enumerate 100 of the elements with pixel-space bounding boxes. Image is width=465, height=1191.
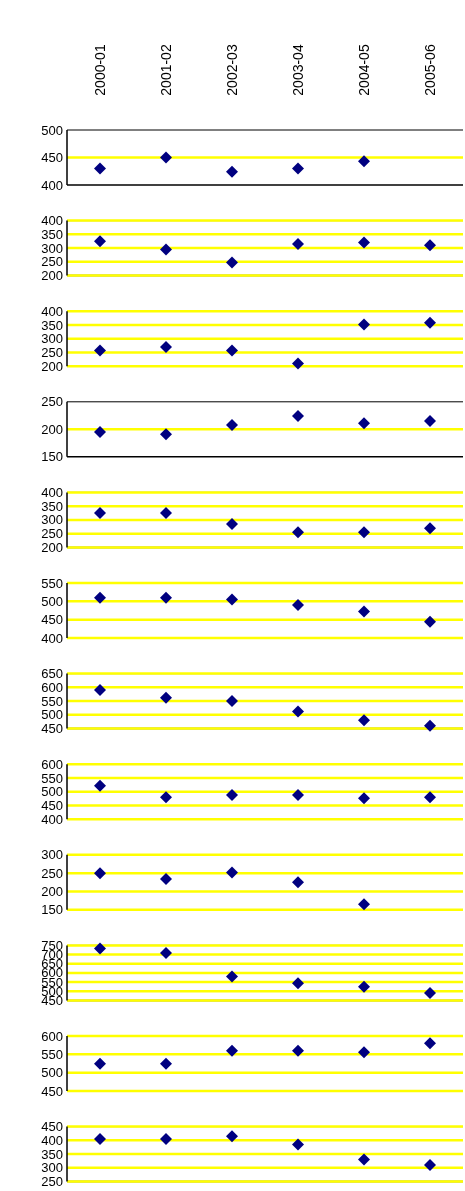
point	[226, 418, 238, 431]
y-tick-label: 400	[41, 484, 63, 500]
point	[424, 415, 436, 428]
point	[160, 1132, 172, 1145]
point	[358, 526, 370, 539]
point	[226, 518, 238, 531]
point	[358, 236, 370, 249]
point	[226, 1044, 238, 1057]
point	[94, 1132, 106, 1145]
point	[292, 599, 304, 611]
y-tick-label: 450	[41, 721, 63, 737]
x-tick-label: 2002-03	[223, 44, 240, 96]
y-tick-label: 400	[41, 303, 63, 319]
point	[160, 946, 172, 959]
point	[424, 1159, 436, 1172]
y-tick-label: 200	[41, 539, 63, 555]
point	[94, 344, 106, 357]
point	[226, 165, 238, 178]
point	[226, 789, 238, 801]
point	[94, 684, 106, 697]
point	[94, 867, 106, 880]
point	[292, 410, 304, 423]
point	[292, 789, 304, 801]
point	[94, 426, 106, 439]
y-tick-label: 200	[41, 884, 63, 900]
y-tick-label: 450	[41, 798, 63, 813]
point	[94, 1057, 106, 1070]
point	[226, 256, 238, 269]
point	[160, 243, 172, 256]
point	[358, 417, 370, 430]
y-tick-label: 250	[41, 345, 63, 360]
point	[358, 318, 370, 331]
y-tick-label: 550	[41, 1046, 63, 1062]
y-tick-label: 500	[41, 707, 63, 723]
y-tick-label: 300	[41, 240, 63, 256]
point	[358, 980, 370, 993]
point	[226, 593, 238, 606]
point	[424, 615, 436, 628]
y-tick-label: 400	[41, 630, 63, 646]
y-tick-label: 650	[41, 666, 63, 682]
point	[292, 357, 304, 370]
y-tick-label: 500	[41, 593, 63, 609]
point	[160, 428, 172, 441]
y-tick-label: 400	[41, 1132, 63, 1148]
y-tick-label: 250	[41, 254, 63, 270]
point	[226, 695, 238, 708]
point	[292, 1044, 304, 1057]
point	[160, 591, 172, 604]
point	[424, 719, 436, 732]
point	[226, 1130, 238, 1143]
y-tick-label: 600	[41, 679, 63, 695]
point	[358, 1046, 370, 1059]
point	[160, 791, 172, 804]
y-tick-label: 400	[41, 177, 63, 193]
y-tick-label: 450	[41, 1083, 63, 1099]
x-tick-label: 2005-06	[421, 44, 438, 96]
point	[424, 791, 436, 804]
point	[292, 977, 304, 990]
point	[160, 691, 172, 704]
y-tick-label: 200	[41, 268, 63, 284]
point	[226, 344, 238, 357]
point	[424, 316, 436, 329]
point	[226, 970, 238, 983]
y-tick-label: 350	[41, 317, 63, 333]
point	[358, 898, 370, 911]
y-tick-label: 400	[41, 811, 63, 827]
point	[358, 792, 370, 805]
y-tick-label: 350	[41, 498, 63, 514]
point	[358, 155, 370, 168]
x-tick-label: 2003-04	[289, 44, 306, 96]
point	[424, 1037, 436, 1050]
y-tick-label: 300	[41, 512, 63, 528]
y-tick-label: 400	[41, 213, 63, 229]
y-tick-label: 300	[41, 1160, 63, 1176]
y-tick-label: 350	[41, 226, 63, 242]
point	[160, 507, 172, 520]
point	[160, 340, 172, 353]
y-tick-label: 500	[41, 122, 63, 138]
y-tick-label: 600	[41, 1028, 63, 1044]
y-tick-label: 300	[41, 331, 63, 347]
point	[424, 522, 436, 535]
point	[292, 876, 304, 889]
y-tick-label: 450	[41, 1119, 63, 1135]
point	[424, 986, 436, 999]
point	[94, 162, 106, 175]
y-tick-label: 500	[41, 1065, 63, 1081]
point	[292, 526, 304, 539]
y-tick-label: 250	[41, 526, 63, 542]
y-tick-label: 550	[41, 575, 63, 591]
point	[358, 605, 370, 618]
point	[292, 705, 304, 718]
y-tick-label: 550	[41, 693, 63, 709]
point	[94, 235, 106, 248]
y-tick-label: 200	[41, 358, 63, 374]
point	[160, 1057, 172, 1070]
point	[226, 866, 238, 879]
y-tick-label: 250	[41, 865, 63, 881]
point	[94, 507, 106, 520]
point	[292, 162, 304, 175]
point	[358, 714, 370, 727]
